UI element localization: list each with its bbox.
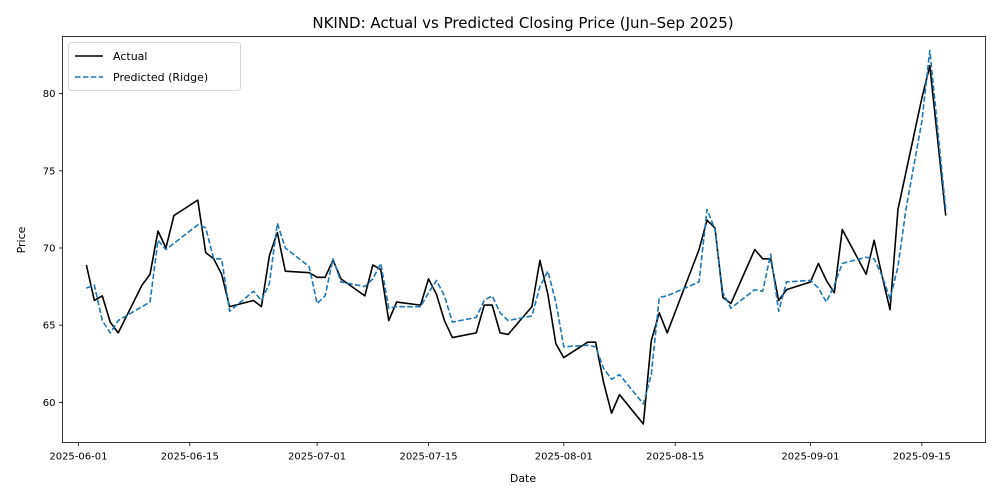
chart-title: NKIND: Actual vs Predicted Closing Price… — [312, 14, 733, 32]
x-tick-label: 2025-07-01 — [288, 452, 346, 463]
x-tick-label: 2025-08-01 — [535, 452, 593, 463]
y-axis: 60 65 70 75 80 — [43, 89, 63, 409]
x-tick-label: 2025-06-01 — [49, 452, 107, 463]
plot-area — [62, 36, 986, 443]
legend-label-actual: Actual — [113, 50, 147, 63]
series-line-actual — [85, 65, 947, 425]
legend-frame — [68, 42, 241, 91]
y-axis-label: Price — [15, 226, 28, 253]
x-axis-label: Date — [510, 472, 537, 485]
x-tick-label: 2025-09-01 — [781, 452, 839, 463]
legend: Actual Predicted (Ridge) — [68, 42, 241, 91]
y-tick-label: 60 — [43, 398, 56, 409]
series-layer — [85, 49, 947, 425]
y-tick-label: 65 — [43, 321, 56, 332]
y-tick-label: 75 — [43, 166, 56, 177]
x-tick-label: 2025-08-15 — [646, 452, 704, 463]
y-tick-label: 80 — [43, 89, 56, 100]
plot-frame — [62, 36, 986, 443]
y-tick-label: 70 — [43, 243, 56, 254]
x-tick-label: 2025-09-15 — [893, 452, 951, 463]
legend-label-predicted: Predicted (Ridge) — [113, 71, 208, 84]
x-axis: 2025-06-01 2025-06-15 2025-07-01 2025-07-15… — [49, 442, 951, 463]
x-tick-label: 2025-06-15 — [161, 452, 219, 463]
series-line-predicted — [86, 49, 947, 405]
x-tick-label: 2025-07-15 — [399, 452, 457, 463]
